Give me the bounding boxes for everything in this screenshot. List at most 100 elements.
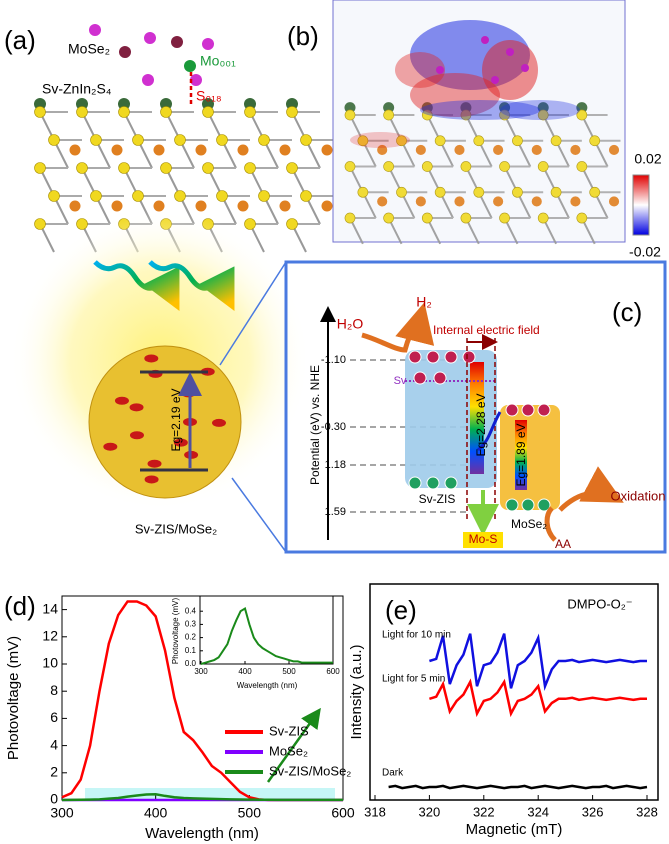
atom [279,144,291,156]
atom [34,162,46,174]
atom [493,144,504,156]
atom [589,186,601,198]
atom [286,162,298,174]
atom [531,144,542,156]
label: H₂O [337,316,364,332]
label: Mo₀₀₁ [200,53,236,69]
mose2-gap [515,420,527,490]
inset-y-label: Photovoltage (mV) [171,598,180,665]
x-tick-label: 318 [364,804,386,819]
atom [512,135,523,147]
atom [244,98,256,110]
label: Sv-ZnIn₂S₄ [42,81,112,97]
domain [147,459,162,468]
hole [521,498,535,512]
atom [436,66,444,74]
atom [460,161,472,172]
label: Eg=2.19 eV [169,388,183,451]
y-axis-label: Photovoltage (mV) [5,636,22,760]
atom [357,135,369,147]
electron [433,371,447,385]
label: AA [555,537,571,551]
domain [181,389,196,398]
atom [415,196,426,207]
atom [132,190,144,202]
panel-label: (e) [385,595,417,625]
x-tick-label: 328 [636,804,658,819]
label: Sv-ZIS/MoSe₂ [135,521,217,536]
atom [76,106,88,118]
colorbar [632,174,650,236]
particle [88,345,242,499]
atom [89,24,101,36]
legend-label: Sv-ZIS [269,723,309,738]
domain [144,354,159,363]
colorbar-label: 0.02 [634,151,661,167]
atom [142,74,154,86]
crystal [344,102,621,245]
atom [34,218,46,230]
atom [550,135,562,147]
density-lobe [410,73,500,117]
series-line [388,784,648,790]
y-tick-label: 0 [50,791,58,807]
y-tick-label: 0.4 [185,606,197,615]
panel-label: (a) [4,25,36,55]
atom [396,186,407,198]
density-lobe [395,52,445,88]
domain [114,396,129,405]
label: MoSe₂ [511,517,547,531]
atom [344,102,356,114]
atom [132,134,144,146]
atom [279,200,291,212]
y-tick-label: 8 [50,682,58,698]
y-tick-label: 0.0 [185,659,197,668]
atom [195,144,207,156]
label: S₀₁₈ [196,88,222,104]
atom [421,161,433,172]
density-lobe [350,132,410,148]
label: Sv-ZIS [419,492,456,506]
arrow [558,466,624,512]
electron [521,403,535,417]
atom [258,190,270,202]
atom [160,98,172,110]
electron [537,403,551,417]
y-tick-label: 0.3 [185,620,197,629]
series-label: Light for 5 min [382,673,445,684]
legend-label: Sv-ZIS/MoSe₂ [269,763,351,778]
atom [460,212,472,224]
atom [576,109,588,121]
atom [576,102,588,114]
atom [608,196,620,207]
atom [300,190,312,202]
electron [426,350,440,364]
hole [537,498,551,512]
atom [506,48,514,56]
x-tick-label: 600 [331,805,355,821]
atom [377,196,388,207]
atom [499,212,510,224]
atom [69,144,81,156]
atom [258,134,270,146]
x-tick-label: 600 [326,667,340,676]
atom [90,190,102,202]
mose2-band [500,405,560,510]
density-lobe [482,40,538,100]
x-axis-label: Magnetic (mT) [466,821,563,838]
atom [216,190,228,202]
x-tick-label: 320 [419,804,441,819]
atom [48,190,60,202]
hole [505,498,519,512]
series-label: Dark [382,768,404,779]
atom [421,102,433,114]
atom [48,134,60,146]
electron [505,403,519,417]
electron [444,350,458,364]
atom [153,144,165,156]
atom [76,218,88,230]
atom [434,186,446,198]
light-ray [93,260,180,311]
atom [118,162,130,174]
